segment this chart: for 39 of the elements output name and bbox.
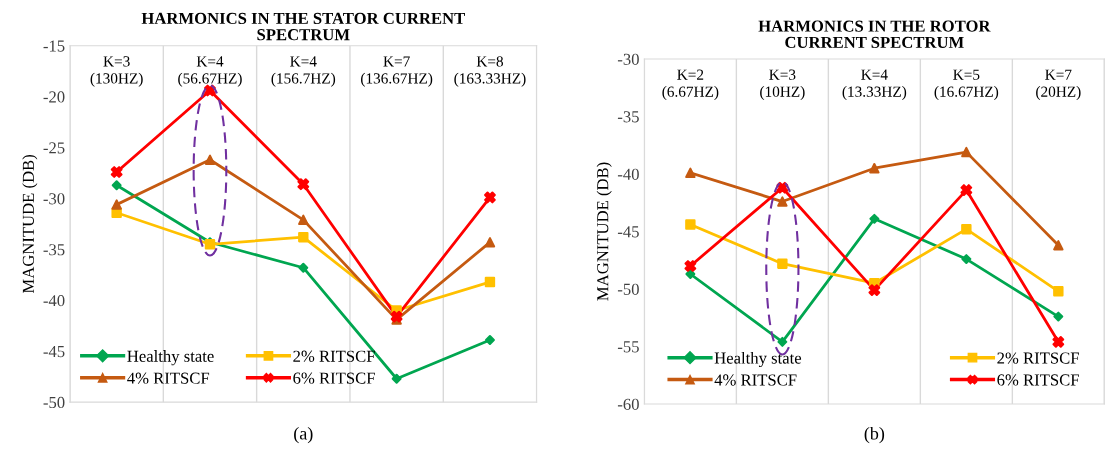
x-tick-label: K=4 (13.33HZ) bbox=[842, 69, 907, 100]
x-tick-label: K=2 (6.67HZ) bbox=[662, 69, 719, 100]
y-axis-title: MAGNITUDE (DB) bbox=[22, 155, 38, 294]
y-tick-label: -40 bbox=[617, 168, 639, 180]
y-tick-label: -50 bbox=[43, 396, 65, 409]
chart-title: HARMONICS IN THE STATOR CURRENT SPECTRUM bbox=[141, 12, 465, 41]
y-tick-label: -45 bbox=[43, 346, 65, 358]
legend-label: 2% RITSCF bbox=[293, 350, 375, 362]
legend-label: 6% RITSCF bbox=[997, 374, 1079, 386]
x-tick-label: K=3 (130HZ) bbox=[90, 56, 143, 87]
x-tick-label: K=5 (16.67HZ) bbox=[934, 69, 999, 100]
y-tick-label: -20 bbox=[43, 91, 65, 103]
y-tick-label: -30 bbox=[43, 193, 65, 205]
y-tick-label: -45 bbox=[617, 226, 639, 238]
y-tick-label: -15 bbox=[43, 40, 65, 52]
x-tick-label: K=7 (20HZ) bbox=[1036, 69, 1081, 100]
x-tick-label: K=3 (10HZ) bbox=[760, 69, 805, 100]
x-tick-label: K=8 (163.33HZ) bbox=[454, 56, 526, 87]
y-tick-label: -35 bbox=[43, 244, 65, 256]
y-tick-label: -50 bbox=[617, 283, 639, 295]
text: (a) bbox=[294, 426, 313, 444]
x-tick-label: K=4 (156.7HZ) bbox=[271, 56, 336, 87]
x-tick-label: K=7 (136.67HZ) bbox=[361, 56, 433, 87]
y-tick-label: -30 bbox=[617, 53, 639, 65]
legend-label: Healthy state bbox=[714, 351, 802, 368]
y-tick-label: -55 bbox=[617, 341, 639, 353]
legend-label: 6% RITSCF bbox=[293, 372, 375, 384]
y-tick-label: -25 bbox=[43, 142, 65, 154]
y-tick-label: -35 bbox=[617, 111, 639, 123]
chart-title: HARMONICS IN THE ROTOR CURRENT SPECTRUM bbox=[758, 20, 991, 49]
legend-label: 2% RITSCF bbox=[997, 352, 1079, 364]
y-tick-label: -60 bbox=[617, 398, 639, 410]
legend-label: Healthy state bbox=[127, 350, 214, 366]
legend-label: 4% RITSCF bbox=[127, 372, 210, 384]
text: (b) bbox=[864, 426, 885, 444]
legend-label: 4% RITSCF bbox=[714, 374, 797, 386]
y-tick-label: -40 bbox=[43, 295, 65, 307]
y-axis-title: MAGNITUDE (DB) bbox=[596, 162, 612, 301]
x-tick-label: K=4 (56.67HZ) bbox=[178, 56, 242, 87]
